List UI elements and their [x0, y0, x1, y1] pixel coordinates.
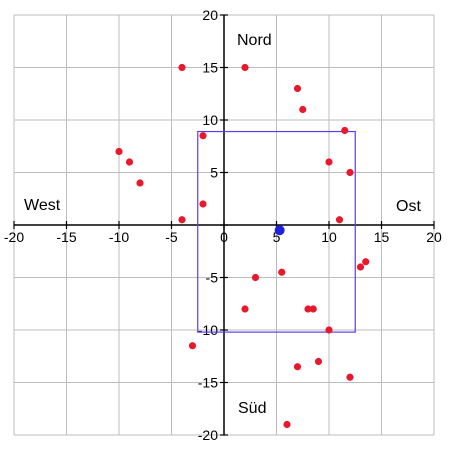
data-point — [293, 84, 302, 93]
data-point — [178, 63, 186, 72]
x-tick-label: -20 — [4, 229, 24, 245]
data-point — [325, 326, 333, 334]
x-tick-label: -5 — [165, 229, 178, 245]
data-point — [346, 373, 354, 381]
data-point — [251, 273, 260, 282]
data-point — [241, 63, 249, 72]
label-south: Süd — [238, 400, 266, 417]
region-rectangle-layer — [197, 130, 356, 333]
y-tick-label: -15 — [198, 375, 218, 391]
data-point — [299, 105, 307, 114]
data-point — [283, 420, 291, 429]
data-point — [335, 216, 344, 224]
data-point — [325, 158, 333, 166]
data-point — [241, 305, 249, 313]
data-point — [199, 200, 207, 208]
data-point — [314, 357, 323, 366]
y-tick-label: -5 — [206, 270, 219, 286]
data-point — [136, 179, 144, 187]
x-tick-label: 0 — [220, 229, 228, 245]
data-point — [115, 147, 123, 156]
region-rectangle — [197, 130, 356, 333]
data-point — [278, 268, 286, 276]
data-point — [293, 363, 302, 371]
y-tick-label: 20 — [202, 7, 218, 23]
label-north: Nord — [237, 32, 272, 49]
x-tick-label: 5 — [273, 229, 281, 245]
y-tick-label: 15 — [202, 60, 218, 76]
data-point — [346, 168, 354, 177]
data-point — [356, 263, 365, 271]
direction-labels: Nord Süd West Ost — [24, 32, 421, 417]
data-point — [341, 126, 349, 135]
data-point — [362, 258, 370, 266]
y-tick-label: -10 — [198, 322, 218, 338]
x-tick-label: -15 — [56, 229, 76, 245]
y-tick-label: 5 — [210, 165, 218, 181]
label-east: Ost — [396, 198, 421, 215]
highlight-point — [274, 225, 285, 236]
data-points — [115, 63, 370, 429]
tick-labels: -20 -15 -10 -5 0 5 10 15 20 -20 -15 -10 -5 5 10 15 20 — [4, 7, 442, 443]
data-point — [304, 305, 312, 313]
y-tick-label: 10 — [202, 112, 218, 128]
data-point — [199, 132, 207, 140]
data-point — [178, 216, 186, 224]
x-tick-label: 20 — [426, 229, 442, 245]
x-tick-label: 15 — [374, 229, 390, 245]
x-tick-label: -10 — [109, 229, 129, 245]
axes — [13, 14, 435, 436]
x-tick-label: 10 — [321, 229, 337, 245]
data-point — [125, 158, 134, 166]
y-tick-label: -20 — [198, 427, 218, 443]
label-west: West — [24, 197, 61, 214]
data-point — [309, 305, 317, 313]
data-point — [188, 342, 197, 350]
